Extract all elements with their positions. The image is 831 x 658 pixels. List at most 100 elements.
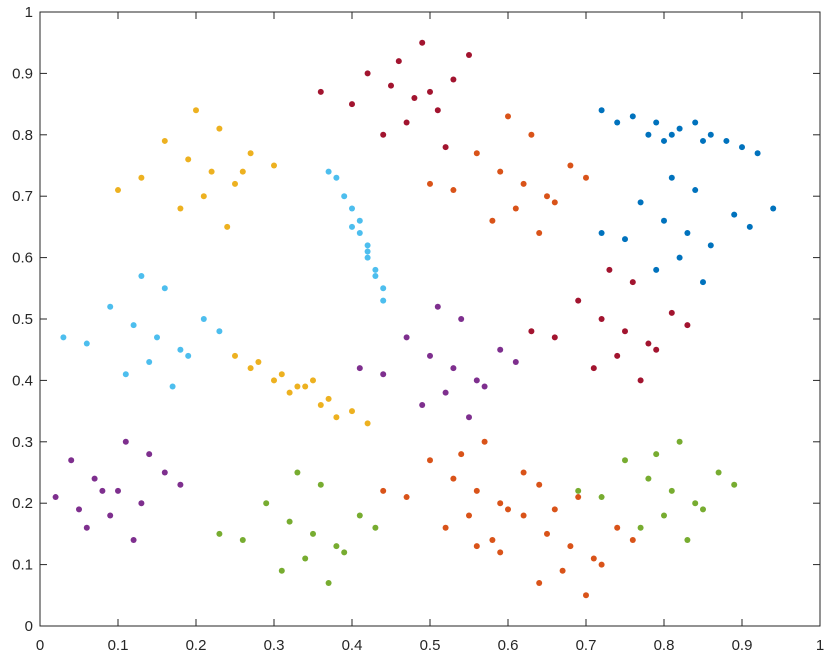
- point: [653, 266, 660, 273]
- point: [177, 481, 184, 488]
- point: [239, 537, 246, 544]
- point: [567, 543, 574, 550]
- point: [637, 199, 644, 206]
- point: [317, 481, 324, 488]
- point: [473, 377, 480, 384]
- point: [481, 438, 488, 445]
- point: [520, 512, 527, 519]
- point: [122, 438, 129, 445]
- point: [333, 543, 340, 550]
- point: [575, 297, 582, 304]
- point: [364, 70, 371, 77]
- point: [434, 107, 441, 114]
- point: [629, 537, 636, 544]
- point: [692, 187, 699, 194]
- point: [450, 365, 457, 372]
- point: [512, 358, 519, 365]
- point: [668, 174, 675, 181]
- point: [590, 555, 597, 562]
- point: [395, 58, 402, 65]
- y-tick-label: 0.8: [12, 127, 33, 144]
- point: [403, 334, 410, 341]
- point: [551, 334, 558, 341]
- point: [512, 205, 519, 212]
- point: [349, 205, 355, 212]
- point: [427, 88, 433, 95]
- point: [434, 303, 441, 310]
- point: [668, 309, 675, 316]
- point: [473, 487, 480, 494]
- point: [278, 567, 285, 574]
- y-tick-label: 0.2: [12, 495, 33, 512]
- point: [668, 131, 675, 138]
- point: [380, 487, 387, 494]
- point: [83, 524, 90, 531]
- point: [466, 414, 472, 421]
- point: [575, 487, 582, 494]
- point: [528, 131, 535, 138]
- point: [653, 119, 660, 126]
- point: [614, 352, 621, 359]
- point: [271, 377, 277, 384]
- point: [497, 346, 504, 353]
- point: [52, 494, 59, 501]
- point: [450, 187, 457, 194]
- point: [333, 174, 340, 181]
- point: [356, 230, 363, 237]
- point: [458, 451, 465, 458]
- point: [107, 512, 114, 519]
- point: [380, 285, 387, 292]
- point: [614, 119, 621, 126]
- point: [161, 285, 168, 292]
- point: [247, 365, 254, 372]
- point: [60, 334, 67, 341]
- point: [130, 322, 137, 329]
- point: [466, 51, 472, 58]
- point: [653, 346, 660, 353]
- point: [372, 524, 379, 531]
- x-tick-label: 1: [816, 637, 824, 654]
- plot-area: [40, 12, 820, 626]
- point: [746, 223, 753, 230]
- point: [193, 107, 199, 114]
- point: [598, 494, 605, 501]
- point: [232, 352, 238, 359]
- point: [302, 383, 309, 390]
- point: [356, 512, 363, 519]
- point: [536, 580, 543, 587]
- point: [505, 506, 511, 513]
- point: [645, 340, 652, 347]
- x-tick-label: 0.9: [732, 637, 753, 654]
- x-tick-label: 0.8: [654, 637, 675, 654]
- point: [99, 487, 106, 494]
- point: [684, 537, 691, 544]
- point: [567, 162, 574, 169]
- point: [598, 230, 605, 237]
- point: [122, 371, 129, 378]
- point: [731, 211, 738, 218]
- point: [419, 39, 426, 46]
- y-tick-label: 0.6: [12, 250, 33, 267]
- point: [700, 279, 706, 286]
- point: [575, 494, 582, 501]
- point: [419, 401, 426, 408]
- x-tick-label: 0.6: [498, 637, 519, 654]
- point: [497, 549, 504, 556]
- point: [68, 457, 75, 464]
- point: [598, 561, 605, 568]
- point: [528, 328, 535, 335]
- point: [91, 475, 98, 482]
- point: [629, 113, 636, 120]
- point: [200, 193, 207, 200]
- point: [278, 371, 285, 378]
- point: [497, 500, 504, 507]
- point: [520, 180, 527, 187]
- point: [427, 180, 433, 187]
- point: [317, 88, 324, 95]
- y-tick-label: 0.7: [12, 188, 33, 205]
- point: [442, 389, 449, 396]
- point: [442, 144, 449, 151]
- point: [606, 266, 613, 273]
- point: [637, 377, 644, 384]
